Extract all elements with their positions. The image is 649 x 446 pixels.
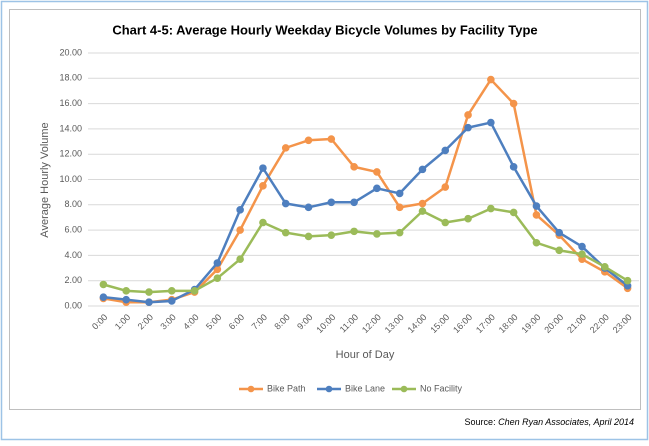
source-note: Source: Chen Ryan Associates, April 2014 [465,417,634,427]
data-point [464,123,472,132]
data-point [487,75,495,84]
data-point [122,287,130,295]
data-point [350,163,358,171]
data-point [373,184,381,193]
data-point [532,211,541,219]
data-point [373,168,381,176]
data-point [373,230,381,238]
y-tick-label: 4.00 [64,250,82,260]
data-point [487,204,495,213]
data-point [327,198,336,207]
data-point [236,206,244,214]
y-tick-label: 10.00 [59,174,82,184]
data-point [304,136,313,145]
source-text: Chen Ryan Associates, April 2014 [498,417,634,427]
data-point [167,297,176,305]
data-point [304,232,313,241]
data-point [327,231,336,239]
y-axis-title: Average Hourly Volume [39,122,51,237]
data-point [578,250,586,258]
data-point [145,288,153,296]
y-tick-label: 18.00 [59,73,82,83]
data-point [304,203,313,212]
legend-marker [247,385,255,393]
y-tick-label: 12.00 [59,149,82,159]
source-label: Source: [465,417,496,427]
data-point [236,255,244,263]
legend-label: Bike Path [267,383,306,393]
chart-frame [9,9,641,410]
data-point [464,111,472,119]
y-tick-label: 0.00 [64,300,82,310]
data-point [281,228,290,237]
legend-marker [325,385,333,393]
data-point [532,238,541,247]
data-point [190,287,199,295]
data-point [532,202,541,210]
data-point [213,259,222,267]
data-point [99,293,108,301]
data-point [555,246,564,255]
data-point [487,118,495,127]
y-tick-label: 20.00 [59,47,82,57]
data-point [236,226,244,234]
y-tick-label: 8.00 [64,199,82,209]
data-point [418,199,427,208]
data-point [281,199,290,208]
y-tick-label: 14.00 [59,123,82,133]
data-point [259,164,267,172]
data-point [259,182,267,190]
y-tick-label: 2.00 [64,275,82,285]
data-point [99,280,108,289]
data-point [509,163,518,171]
data-point [509,208,518,217]
data-point [509,99,518,108]
y-tick-label: 6.00 [64,224,82,234]
data-point [418,165,427,174]
y-tick-label: 16.00 [59,98,82,108]
data-point [213,274,222,282]
data-point [623,276,632,285]
data-point [418,207,427,215]
data-point [145,298,153,307]
data-point [441,146,450,155]
data-point [327,135,336,143]
data-point [350,227,358,236]
series-line [103,78,629,304]
data-point [441,183,450,191]
data-point [395,189,404,198]
data-point [395,228,404,237]
data-point [350,198,358,207]
data-point [441,218,450,227]
data-point [281,144,290,152]
data-point [259,218,267,227]
legend-marker [400,385,408,393]
data-point [555,228,564,237]
legend-label: Bike Lane [345,383,385,393]
data-point [464,214,472,223]
data-point [167,287,176,295]
chart-title: Chart 4-5: Average Hourly Weekday Bicycl… [112,22,537,37]
data-point [578,242,586,251]
x-axis-title: Hour of Day [336,349,395,361]
data-point [122,295,130,304]
data-point [601,262,609,271]
legend-label: No Facility [420,383,463,393]
data-point [395,203,404,212]
